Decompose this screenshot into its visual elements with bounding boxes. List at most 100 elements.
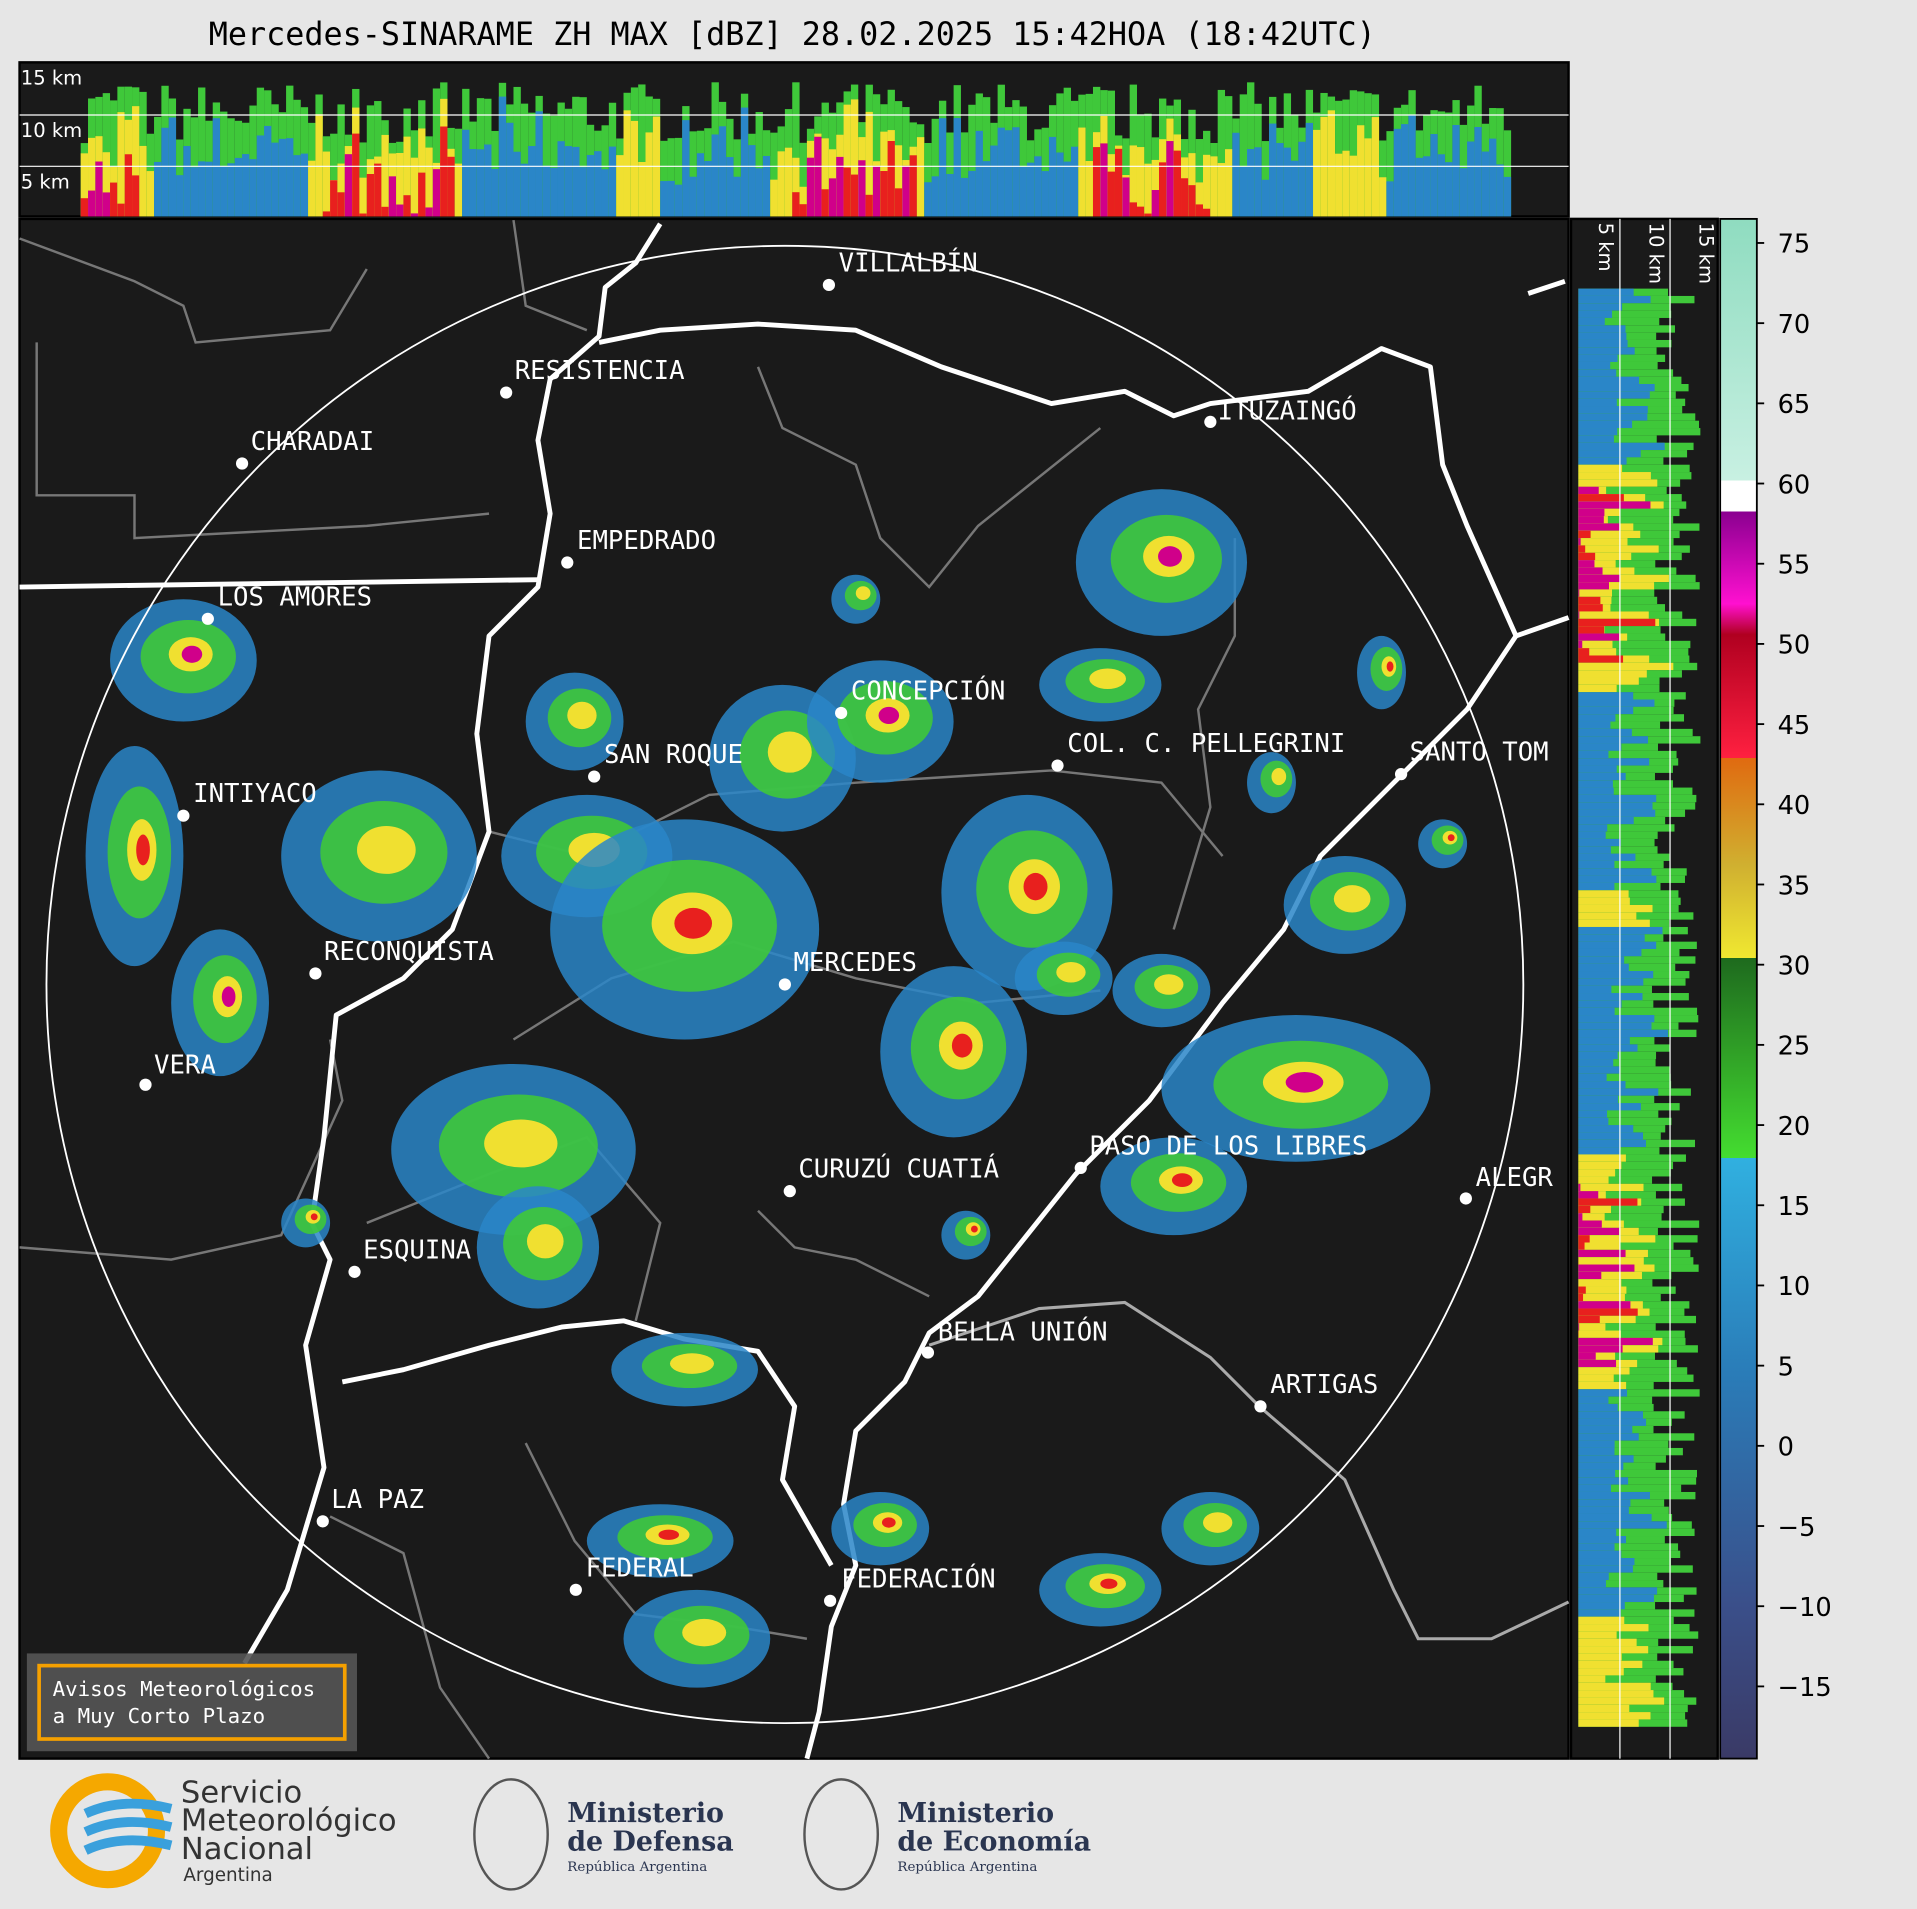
echo-row: [1578, 1440, 1615, 1448]
echo-row: [1578, 1242, 1585, 1250]
echo-row: [1578, 963, 1629, 972]
echo-column: [1276, 143, 1284, 217]
echo-column: [828, 178, 837, 217]
echo-column: [1136, 206, 1145, 217]
echo-row: [1578, 611, 1580, 619]
radar-echoes: [85, 489, 1468, 1688]
echo-column: [315, 114, 323, 217]
echo-row: [1578, 1007, 1615, 1016]
echo-row: [1578, 1125, 1634, 1133]
echo-column: [396, 152, 404, 217]
border-line: [1172, 538, 1237, 930]
coat-of-arms: [803, 1778, 880, 1891]
echo-row: [1578, 560, 1656, 568]
echo-row: [1578, 567, 1603, 575]
echo-column: [1078, 127, 1086, 217]
echo-row: [1578, 670, 1647, 678]
echo-column: [110, 100, 118, 217]
echo-column: [154, 161, 162, 217]
echo-column: [337, 163, 345, 217]
echo-column: [212, 118, 221, 217]
echo: [674, 907, 713, 939]
echo-column: [1254, 147, 1262, 217]
city-dot: [561, 556, 574, 569]
echo-row: [1578, 626, 1605, 634]
echo: [1154, 974, 1184, 995]
echo-column: [638, 84, 646, 217]
city-dot: [316, 1515, 329, 1528]
echo-column: [1203, 154, 1211, 217]
echo-row: [1578, 860, 1664, 869]
echo-row: [1578, 1506, 1629, 1514]
colorbar-tick-label: 20: [1778, 1112, 1811, 1142]
echo-row: [1578, 824, 1608, 832]
rivers: [19, 222, 1570, 1760]
echo-column: [704, 161, 712, 217]
echo: [1386, 661, 1394, 672]
echo-column: [1408, 114, 1416, 217]
side-section-echoes: [1578, 288, 1701, 1727]
economia-logo: Ministerio de Economía República Argenti…: [803, 1778, 1091, 1891]
echo-row: [1578, 582, 1655, 590]
echo-column: [821, 138, 829, 217]
echo-row: [1578, 361, 1658, 370]
echo-column: [601, 169, 609, 217]
echo-row: [1578, 1543, 1615, 1551]
echo-row: [1578, 450, 1641, 458]
echo-row: [1578, 1374, 1694, 1382]
city-label: RECONQUISTA: [324, 937, 494, 967]
colorbar-tick-label: −10: [1778, 1593, 1832, 1623]
echo-column: [1019, 166, 1027, 217]
colorbar-tick-label: −5: [1778, 1513, 1816, 1543]
logo-text: Ministerio: [567, 1798, 724, 1829]
echo: [1333, 885, 1371, 913]
echo-row: [1578, 1631, 1617, 1639]
echo-column: [476, 149, 485, 217]
echo-row: [1578, 435, 1614, 443]
echo-row: [1578, 1051, 1618, 1060]
echo-column: [997, 127, 1005, 217]
echo-column: [1063, 87, 1071, 217]
colorbar-tick-label: −15: [1778, 1673, 1832, 1703]
echo-column: [242, 154, 250, 217]
echo-column: [880, 171, 888, 217]
echo-row: [1578, 648, 1617, 656]
colorbar-tick-label: 75: [1778, 230, 1811, 260]
echo-column: [337, 192, 345, 217]
echo-row: [1578, 714, 1616, 722]
echo-column: [792, 192, 800, 217]
echo-row: [1578, 354, 1666, 362]
echo-row: [1578, 1293, 1625, 1302]
echo-row: [1578, 780, 1674, 788]
echo-row: [1578, 824, 1675, 832]
city-label: FEDERAL: [586, 1553, 694, 1583]
echo-row: [1578, 1352, 1616, 1360]
echo-column: [660, 181, 668, 217]
echo-column: [572, 146, 580, 217]
echo-row: [1578, 1029, 1668, 1038]
echo-column: [689, 131, 697, 217]
logo-text: de Defensa: [567, 1826, 733, 1857]
echo-row: [1578, 743, 1622, 751]
echo-row: [1578, 406, 1648, 414]
echo-row: [1578, 1367, 1630, 1375]
echo-row: [1578, 325, 1626, 333]
city-label: EMPEDRADO: [577, 526, 716, 556]
echo-column: [1379, 177, 1387, 217]
echo-row: [1578, 787, 1614, 795]
echo-column: [542, 113, 551, 217]
echo-column: [1283, 147, 1292, 217]
echo-row: [1578, 523, 1620, 531]
echo-row: [1578, 692, 1634, 700]
echo-row: [1578, 618, 1656, 627]
echo-row: [1578, 1719, 1639, 1727]
echo-column: [968, 170, 976, 217]
echo-row: [1578, 310, 1672, 318]
city-dot: [824, 1594, 837, 1607]
echo-row: [1578, 1513, 1652, 1522]
echo-row: [1578, 398, 1686, 407]
echo-column: [1151, 190, 1160, 217]
echo-row: [1578, 596, 1658, 605]
echo-column: [579, 97, 587, 217]
echo-column: [1496, 108, 1504, 217]
